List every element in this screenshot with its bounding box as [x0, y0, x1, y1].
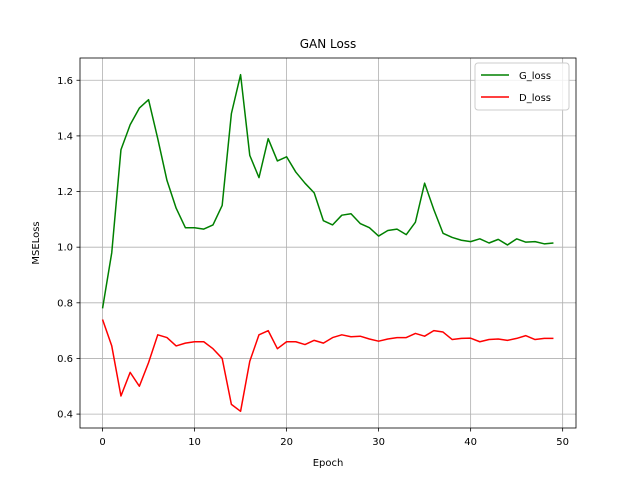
x-tick-label: 40: [464, 437, 477, 448]
y-tick-label: 0.6: [57, 354, 73, 365]
grid: [80, 58, 576, 428]
y-tick-label: 1.6: [57, 76, 73, 87]
legend: G_loss D_loss: [474, 62, 570, 111]
x-tick-label: 30: [372, 437, 385, 448]
y-tick-label: 0.8: [57, 298, 73, 309]
series-line-g-loss: [101, 73, 554, 309]
y-tick-label: 1.0: [57, 243, 73, 254]
series-layer: [101, 73, 554, 413]
plot-frame: [79, 57, 577, 429]
y-axis-label: MSELoss: [31, 221, 42, 264]
legend-label-d-loss: D_loss: [519, 93, 551, 104]
legend-label-g-loss: G_loss: [519, 71, 551, 82]
y-tick-label: 0.4: [57, 410, 73, 421]
y-tick-label: 1.4: [57, 131, 73, 142]
x-tick-label: 20: [280, 437, 293, 448]
x-axis-label: Epoch: [313, 458, 344, 469]
x-tick-label: 50: [556, 437, 569, 448]
chart-title: GAN Loss: [300, 37, 357, 51]
y-tick-label: 1.2: [57, 187, 73, 198]
ticks: 0 10 20 30 40 50 0.4 0.6 0.8 1.0 1.2 1.4 1.6: [57, 76, 569, 448]
x-tick-label: 10: [188, 437, 201, 448]
x-tick-label: 0: [99, 437, 105, 448]
series-line-d-loss: [101, 319, 554, 413]
